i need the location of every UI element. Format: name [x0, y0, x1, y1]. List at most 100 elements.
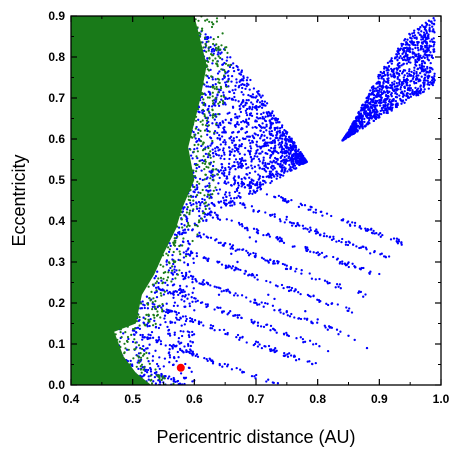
blue-point: [240, 120, 243, 124]
green-point: [208, 20, 211, 23]
blue-point: [213, 44, 216, 47]
blue-point: [153, 303, 156, 306]
blue-point: [211, 164, 215, 168]
green-point: [114, 333, 117, 336]
blue-point: [218, 122, 221, 125]
green-point: [194, 18, 197, 21]
blue-point: [223, 362, 226, 366]
green-point: [130, 333, 133, 336]
blue-point: [172, 262, 175, 266]
green-point: [191, 239, 194, 243]
green-point: [187, 224, 190, 227]
blue-point: [396, 77, 399, 80]
blue-point: [260, 106, 264, 109]
blue-point: [265, 111, 268, 114]
blue-point: [281, 124, 284, 127]
green-point: [215, 49, 218, 52]
blue-point: [207, 105, 211, 108]
blue-point: [213, 329, 216, 332]
blue-point: [185, 250, 188, 253]
green-point: [216, 77, 219, 80]
blue-point: [278, 146, 281, 149]
blue-point: [243, 153, 246, 156]
blue-point: [210, 50, 213, 53]
blue-point: [288, 221, 292, 224]
blue-point: [238, 157, 242, 161]
blue-point: [361, 245, 364, 248]
blue-point: [207, 189, 210, 193]
blue-point: [395, 96, 399, 99]
blue-point: [283, 263, 286, 266]
green-point: [212, 23, 215, 26]
blue-point: [204, 104, 207, 107]
blue-point: [273, 309, 276, 312]
blue-point: [406, 75, 409, 78]
blue-point: [205, 81, 209, 84]
green-point: [159, 316, 162, 319]
blue-point: [180, 324, 183, 327]
green-point: [205, 119, 209, 122]
green-point: [201, 119, 204, 122]
blue-point: [271, 327, 275, 330]
green-point: [140, 363, 144, 366]
blue-point: [405, 62, 409, 65]
blue-point: [296, 222, 299, 226]
blue-point: [268, 132, 271, 135]
blue-point: [369, 109, 372, 112]
blue-point: [245, 82, 249, 85]
blue-point: [245, 111, 248, 115]
blue-point: [384, 107, 387, 111]
blue-point: [427, 87, 430, 90]
blue-point: [342, 218, 345, 221]
green-point: [188, 213, 191, 216]
blue-point: [189, 320, 192, 323]
blue-point: [260, 346, 264, 350]
blue-point: [263, 138, 266, 142]
blue-point: [264, 163, 267, 166]
blue-point: [231, 148, 234, 151]
blue-point: [273, 297, 276, 301]
blue-point: [269, 214, 272, 217]
blue-point: [400, 44, 403, 48]
blue-point: [205, 213, 209, 216]
blue-point: [282, 354, 285, 357]
blue-point: [433, 72, 436, 75]
blue-point: [205, 305, 208, 309]
y-tick-label: 0.5: [48, 173, 65, 187]
blue-point: [181, 274, 184, 278]
blue-point: [182, 251, 185, 254]
blue-point: [225, 218, 228, 221]
blue-point: [251, 103, 254, 106]
blue-point: [285, 267, 289, 271]
blue-point: [270, 117, 273, 121]
blue-point: [189, 348, 192, 351]
blue-point: [217, 88, 221, 91]
green-point: [205, 165, 208, 168]
blue-point: [263, 126, 266, 129]
blue-point: [335, 283, 339, 286]
blue-point: [254, 240, 258, 243]
blue-point: [209, 144, 212, 147]
green-point: [174, 241, 177, 244]
blue-point: [204, 33, 207, 36]
blue-point: [291, 156, 294, 160]
blue-point: [144, 368, 148, 372]
blue-point: [269, 113, 272, 116]
green-point: [224, 62, 227, 65]
blue-point: [394, 85, 398, 88]
blue-point: [210, 359, 213, 363]
green-point: [173, 244, 177, 247]
blue-point: [172, 380, 175, 383]
blue-point: [249, 78, 252, 82]
blue-point: [182, 351, 185, 354]
blue-point: [249, 190, 252, 193]
blue-point: [165, 289, 169, 292]
green-point: [212, 179, 215, 182]
blue-point: [151, 355, 155, 358]
blue-point: [252, 210, 255, 213]
blue-point: [268, 172, 272, 175]
blue-point: [266, 162, 270, 165]
blue-point: [310, 277, 314, 280]
blue-series-layer: [106, 16, 436, 385]
blue-point: [432, 17, 435, 20]
